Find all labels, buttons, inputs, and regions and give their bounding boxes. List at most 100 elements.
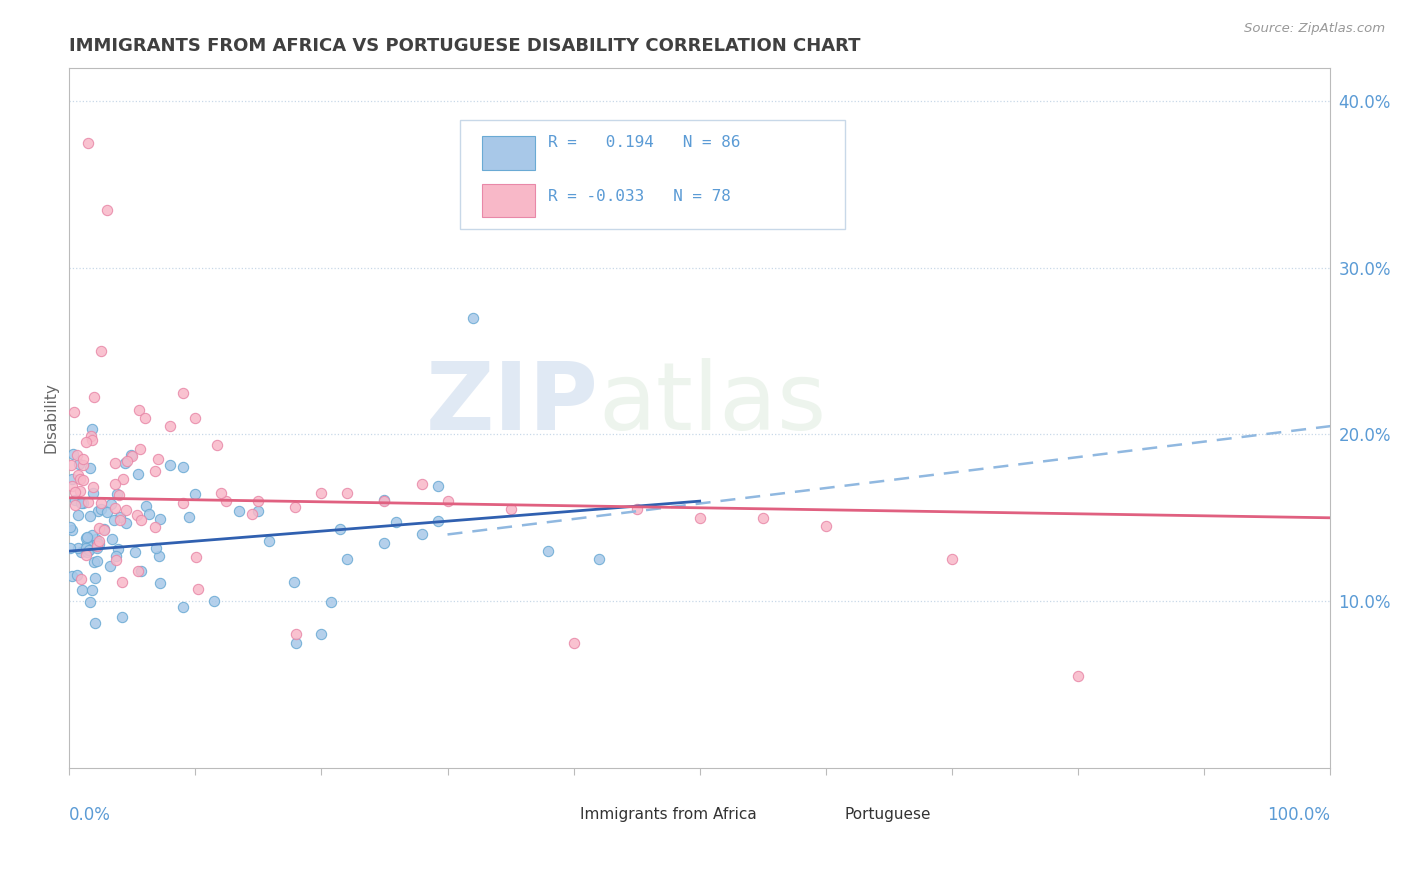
Text: 100.0%: 100.0%: [1267, 806, 1330, 824]
Point: [72, 458, 94, 472]
Point: [59, 520, 82, 534]
Text: atlas: atlas: [599, 358, 827, 450]
Point: [108, 488, 131, 502]
Point: [172, 385, 194, 400]
Point: [75, 541, 97, 556]
Point: [215, 493, 238, 508]
Point: [60, 472, 83, 486]
Point: [83, 570, 105, 584]
Point: [146, 451, 169, 466]
Point: [80, 533, 103, 548]
Point: [209, 485, 232, 500]
Point: [135, 499, 157, 513]
Point: [105, 487, 128, 501]
Point: [107, 541, 129, 556]
Point: [86, 539, 108, 553]
Point: [411, 477, 433, 491]
Point: [104, 456, 127, 470]
Point: [62, 479, 84, 493]
Point: [115, 516, 138, 530]
Point: [70, 544, 93, 558]
Point: [148, 549, 170, 564]
Point: [172, 496, 194, 510]
Point: [89, 521, 111, 535]
Point: [66, 567, 89, 582]
Y-axis label: Disability: Disability: [44, 383, 58, 453]
Point: [79, 461, 101, 475]
Point: [149, 512, 172, 526]
Point: [311, 485, 333, 500]
Point: [689, 510, 711, 524]
Point: [143, 520, 166, 534]
Point: [626, 502, 648, 516]
Point: [1067, 669, 1090, 683]
Point: [93, 522, 115, 536]
Point: [373, 492, 395, 507]
Point: [124, 545, 146, 559]
Bar: [794, 802, 835, 829]
Point: [159, 419, 181, 434]
Point: [134, 410, 156, 425]
FancyBboxPatch shape: [460, 120, 845, 229]
Point: [69, 472, 91, 486]
Point: [284, 500, 307, 514]
Point: [90, 501, 112, 516]
Point: [67, 541, 90, 556]
Point: [66, 448, 89, 462]
Point: [86, 536, 108, 550]
Point: [93, 524, 115, 538]
Point: [461, 310, 484, 325]
Point: [82, 422, 104, 436]
Text: R = -0.033   N = 78: R = -0.033 N = 78: [548, 189, 731, 204]
Point: [128, 442, 150, 456]
Point: [145, 464, 167, 478]
Point: [172, 460, 194, 475]
Point: [499, 502, 522, 516]
Point: [83, 390, 105, 404]
Point: [111, 610, 134, 624]
Point: [411, 527, 433, 541]
Point: [90, 344, 112, 359]
Text: IMMIGRANTS FROM AFRICA VS PORTUGUESE DISABILITY CORRELATION CHART: IMMIGRANTS FROM AFRICA VS PORTUGUESE DIS…: [69, 37, 860, 55]
Bar: [482, 184, 534, 218]
Bar: [482, 136, 534, 169]
Point: [96, 202, 118, 217]
Point: [127, 565, 149, 579]
Point: [588, 552, 610, 566]
Point: [76, 530, 98, 544]
Point: [814, 519, 837, 533]
Text: Immigrants from Africa: Immigrants from Africa: [579, 807, 756, 822]
Point: [183, 486, 205, 500]
Point: [104, 549, 127, 563]
Point: [96, 505, 118, 519]
Point: [751, 510, 773, 524]
Point: [373, 494, 395, 508]
Point: [98, 558, 121, 573]
Point: [125, 508, 148, 522]
Point: [59, 541, 82, 555]
Point: [121, 449, 143, 463]
Point: [72, 452, 94, 467]
Point: [75, 549, 97, 563]
Point: [80, 429, 103, 443]
Point: [110, 512, 132, 526]
Point: [82, 433, 104, 447]
Point: [257, 534, 280, 549]
Point: [114, 456, 136, 470]
Point: [112, 472, 135, 486]
Point: [84, 532, 107, 546]
Point: [184, 549, 207, 564]
Point: [205, 438, 228, 452]
Point: [247, 494, 270, 508]
Point: [385, 516, 408, 530]
Point: [80, 582, 103, 597]
Point: [319, 595, 342, 609]
Point: [436, 494, 458, 508]
Point: [426, 479, 449, 493]
Point: [537, 544, 560, 558]
Point: [246, 503, 269, 517]
Point: [87, 504, 110, 518]
Point: [240, 507, 263, 521]
Point: [79, 509, 101, 524]
Point: [77, 136, 100, 150]
